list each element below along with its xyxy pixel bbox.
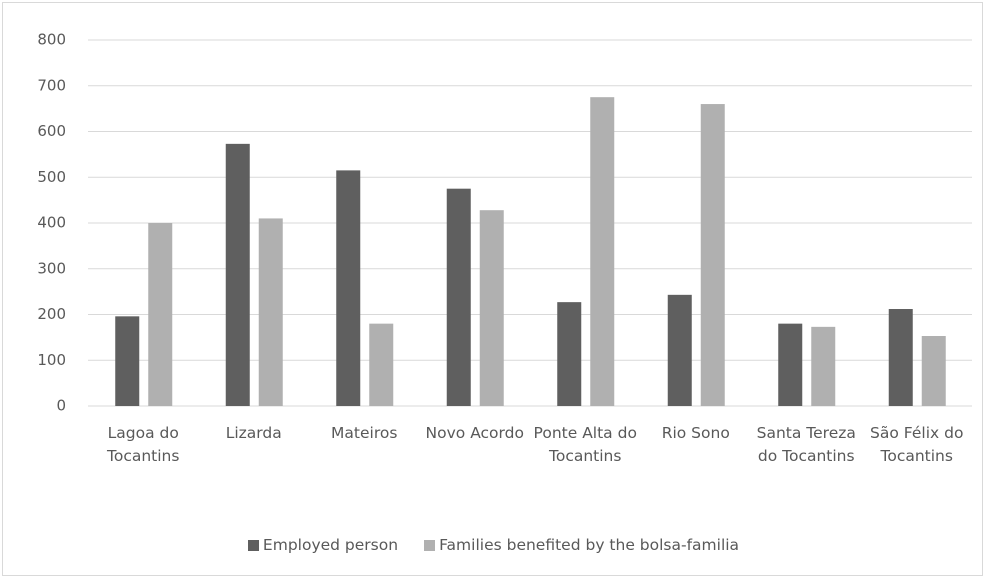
y-tick-label: 300 <box>37 259 66 277</box>
legend-swatch <box>424 539 436 551</box>
x-tick-label: Lagoa do Tocantins <box>107 424 180 465</box>
legend-swatch <box>247 539 259 551</box>
y-tick-label: 800 <box>37 31 66 49</box>
bar <box>557 302 582 406</box>
y-tick-label: 700 <box>37 76 66 94</box>
bar <box>778 323 803 406</box>
x-tick-label: Novo Acordo <box>425 424 524 442</box>
y-tick-label: 500 <box>37 168 66 186</box>
bar <box>590 97 615 406</box>
y-tick-label: 400 <box>37 214 66 232</box>
bar <box>115 316 140 406</box>
y-tick-label: 200 <box>37 305 66 323</box>
bar <box>446 188 471 406</box>
x-tick-label: Ponte Alta do Tocantins <box>533 424 637 465</box>
legend-label: Families benefited by the bolsa-familia <box>439 536 740 554</box>
bar <box>479 210 504 406</box>
bar <box>811 326 836 406</box>
legend-item: Families benefited by the bolsa-familia <box>424 536 739 554</box>
bar <box>921 336 946 406</box>
x-tick-label: São Félix do Tocantins <box>870 424 964 465</box>
x-tick-label: Rio Sono <box>661 424 730 442</box>
x-tick-label: Mateiros <box>331 424 398 442</box>
bar <box>369 323 394 406</box>
x-tick-label: Santa Tereza do Tocantins <box>756 424 856 465</box>
x-tick-label: Lizarda <box>225 424 282 442</box>
legend-item: Employed person <box>247 536 399 554</box>
bar <box>667 294 692 406</box>
legend: Employed person Families benefited by the… <box>0 536 987 554</box>
bar <box>700 104 725 407</box>
bar <box>225 143 250 407</box>
y-tick-label: 0 <box>56 397 66 415</box>
y-tick-label: 600 <box>37 122 66 140</box>
bar <box>258 218 283 406</box>
bar <box>336 170 361 406</box>
y-tick-label: 100 <box>37 351 66 369</box>
legend-label: Employed person <box>262 536 399 554</box>
bar <box>888 309 913 406</box>
bar <box>148 223 173 406</box>
